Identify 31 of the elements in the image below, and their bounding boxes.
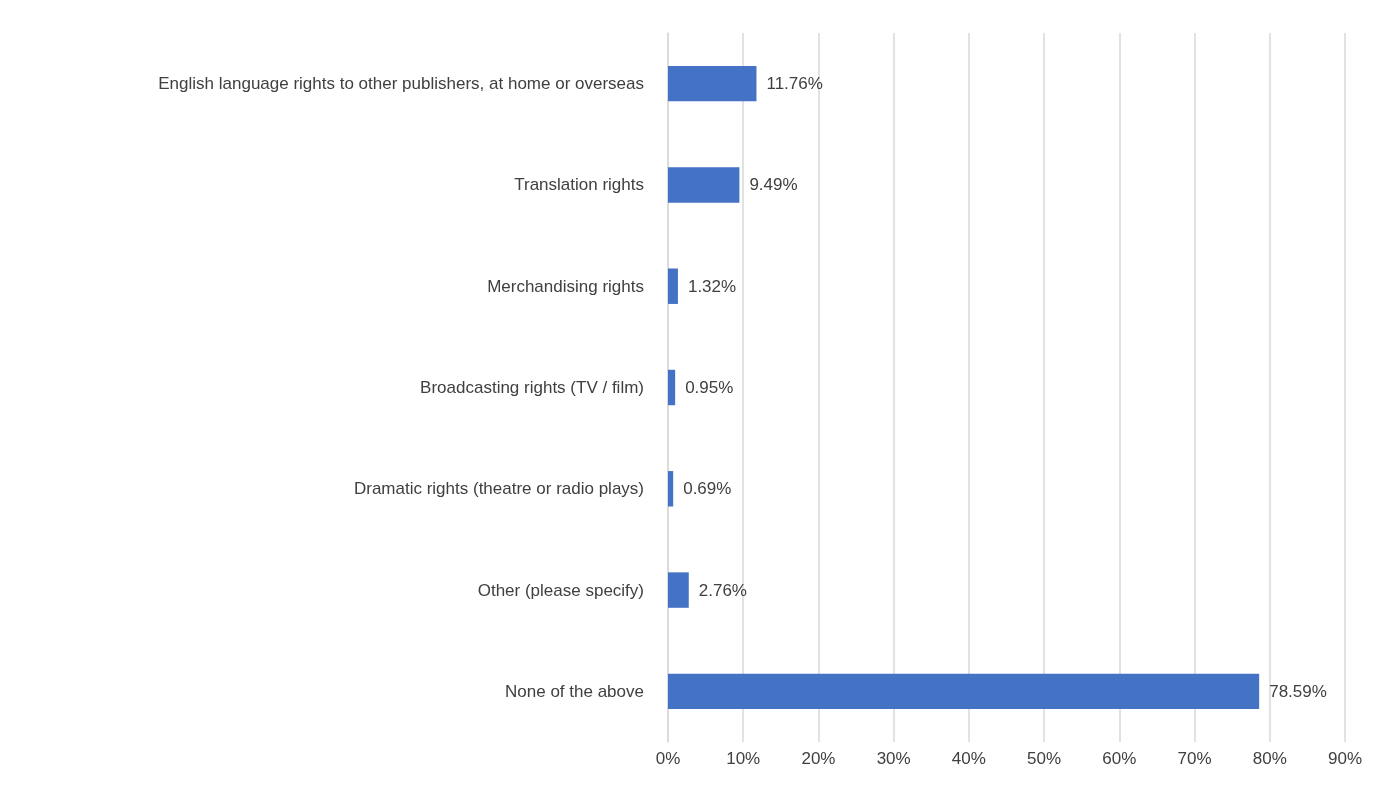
y-tick-label: Other (please specify): [477, 580, 644, 600]
x-tick-label: 60%: [1102, 749, 1137, 768]
y-tick-label: None of the above: [505, 681, 644, 701]
bar: [668, 167, 740, 203]
x-tick-label: 80%: [1252, 749, 1287, 768]
data-label: 0.95%: [685, 378, 734, 397]
x-tick-label: 50%: [1027, 749, 1062, 768]
data-label: 11.76%: [766, 74, 823, 94]
x-tick-label: 30%: [876, 749, 911, 768]
y-tick-label: Broadcasting rights (TV / film): [420, 378, 644, 397]
y-tick-label: Merchandising rights: [487, 276, 644, 296]
data-label: 9.49%: [749, 175, 798, 195]
data-label: 0.69%: [683, 479, 732, 499]
bar: [668, 572, 689, 608]
y-tick-label: Translation rights: [514, 175, 644, 195]
x-tick-label: 0%: [655, 749, 681, 768]
y-tick-label: Dramatic rights (theatre or radio plays): [353, 479, 644, 499]
data-label: 2.76%: [698, 580, 747, 600]
x-tick-label: 20%: [801, 749, 836, 768]
x-tick-label: 70%: [1177, 749, 1212, 768]
data-label: 1.32%: [687, 276, 737, 296]
x-tick-label: 90%: [1327, 749, 1363, 768]
bar: [668, 65, 757, 102]
bar: [668, 673, 1260, 710]
data-label: 78.59%: [1269, 681, 1327, 701]
x-tick-label: 10%: [726, 749, 761, 768]
bar: [668, 268, 678, 304]
bar: [668, 369, 676, 406]
y-tick-label: English language rights to other publishers, at home or overseas: [158, 74, 644, 94]
x-tick-label: 40%: [951, 749, 986, 768]
bar: [668, 471, 674, 507]
